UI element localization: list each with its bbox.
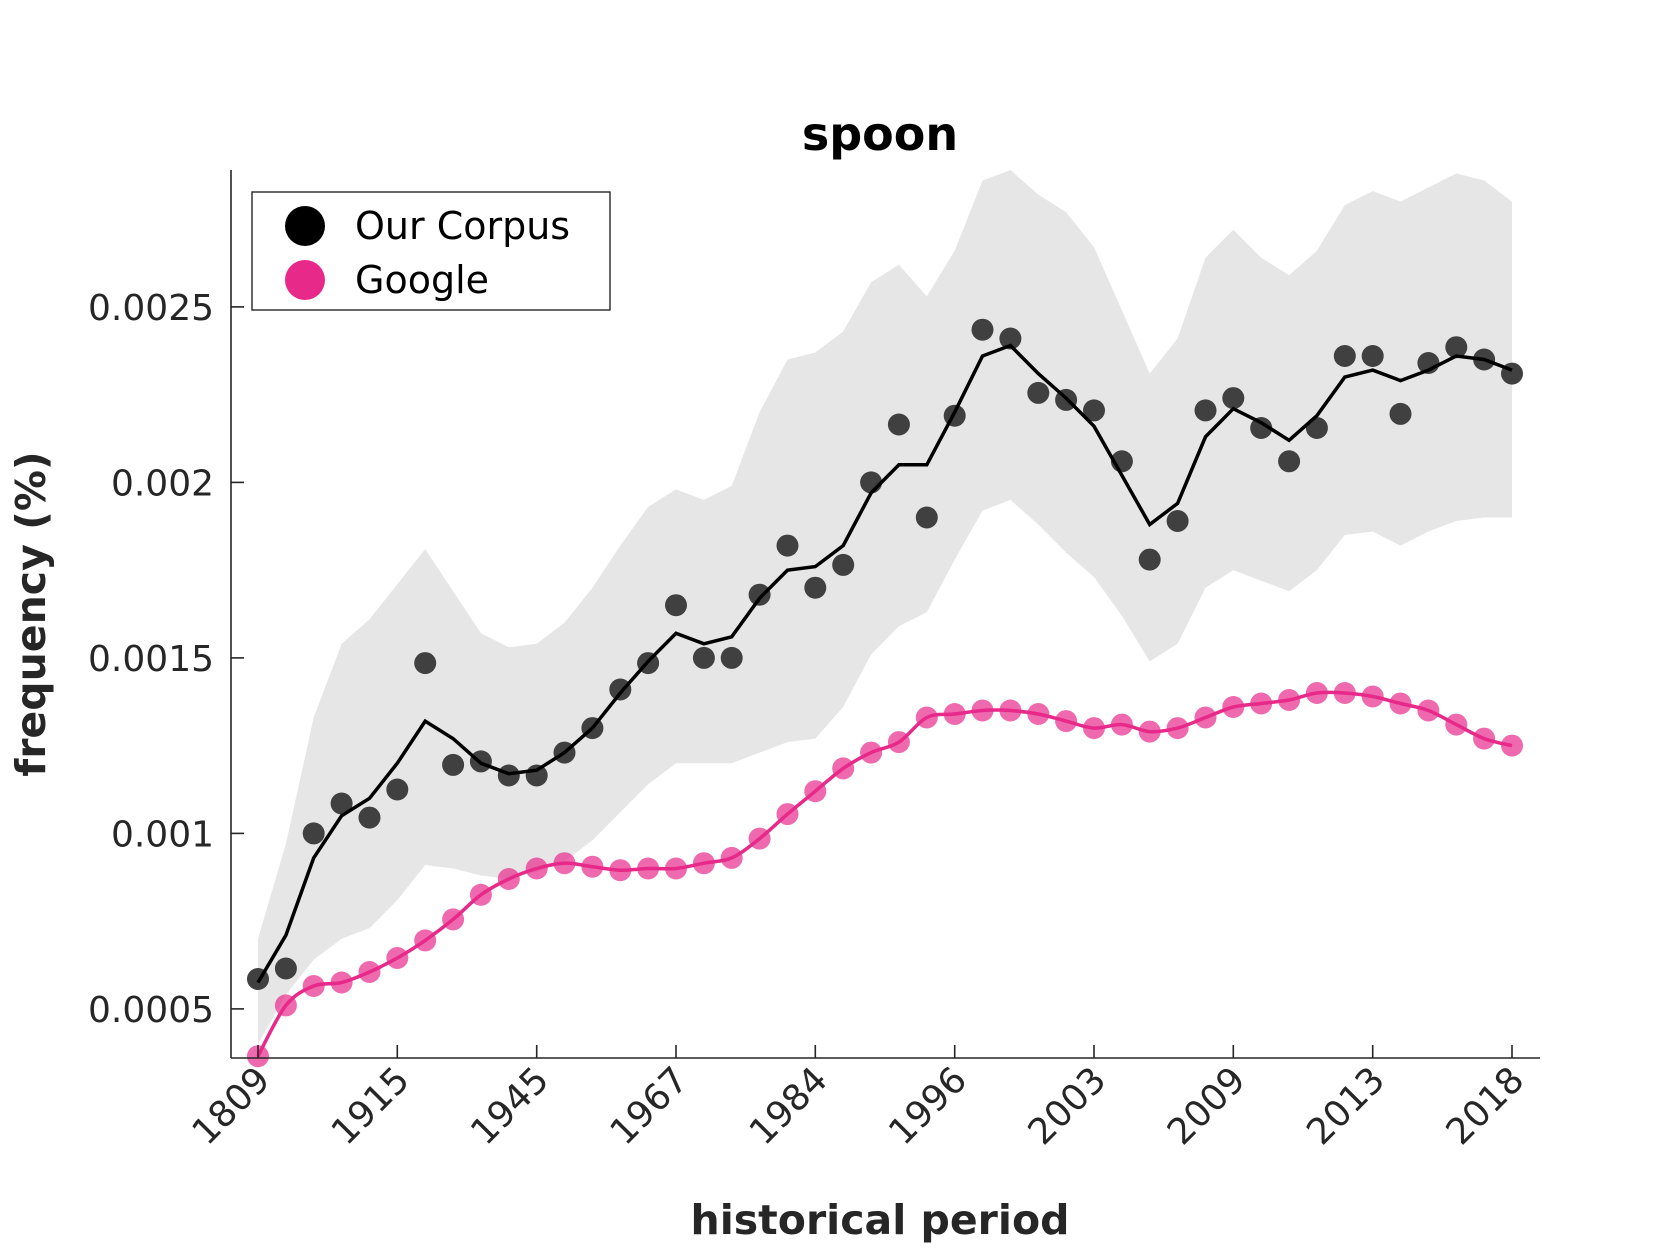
- our-corpus-point: [358, 806, 381, 829]
- y-tick-label: 0.0015: [88, 639, 214, 680]
- google-trend-line: [256, 690, 1513, 1058]
- y-tick-label: 0.0025: [88, 288, 214, 329]
- our-corpus-point: [1250, 417, 1273, 439]
- our-corpus-point: [999, 327, 1022, 350]
- our-corpus-confidence-band: [258, 170, 1512, 1044]
- our-corpus-point: [776, 534, 799, 557]
- our-corpus-point: [720, 646, 743, 669]
- our-corpus-point: [1027, 381, 1050, 404]
- our-corpus-point: [1278, 450, 1301, 473]
- our-corpus-point: [497, 764, 520, 787]
- our-corpus-point: [414, 652, 437, 675]
- our-corpus-point: [665, 594, 687, 617]
- legend-marker-our-corpus: [285, 206, 325, 246]
- our-corpus-point: [860, 471, 883, 494]
- y-ticks: 0.0005 0.001 0.0015 0.002 0.0025: [88, 288, 244, 1031]
- our-corpus-point: [525, 764, 548, 787]
- our-corpus-point: [748, 583, 771, 606]
- y-axis-label: frequency (%): [7, 451, 55, 776]
- our-corpus-markers: [247, 318, 1523, 990]
- x-axis-label: historical period: [691, 1196, 1070, 1244]
- chart-title: spoon: [802, 107, 958, 161]
- our-corpus-point: [832, 553, 855, 576]
- legend-marker-google: [285, 260, 325, 300]
- our-corpus-point: [1138, 548, 1161, 571]
- our-corpus-point: [1389, 402, 1412, 425]
- plot-area: [247, 170, 1523, 1068]
- legend: Our Corpus Google: [251, 191, 611, 311]
- our-corpus-trend-line: [256, 343, 1513, 984]
- our-corpus-point: [1445, 336, 1468, 359]
- our-corpus-point: [302, 822, 325, 845]
- our-corpus-point: [1333, 345, 1356, 367]
- our-corpus-point: [274, 957, 297, 980]
- our-corpus-point: [804, 576, 827, 599]
- our-corpus-point: [386, 778, 409, 801]
- our-corpus-point: [330, 792, 353, 815]
- legend-label-our-corpus: Our Corpus: [355, 204, 570, 248]
- our-corpus-point: [1166, 510, 1189, 532]
- y-tick-label: 0.002: [111, 463, 214, 504]
- y-tick-label: 0.001: [111, 814, 214, 855]
- our-corpus-point: [1194, 399, 1217, 422]
- our-corpus-point: [915, 506, 938, 529]
- our-corpus-point: [692, 646, 715, 669]
- our-corpus-point: [971, 318, 994, 341]
- our-corpus-point: [1361, 345, 1384, 367]
- our-corpus-point: [442, 753, 465, 776]
- our-corpus-point: [887, 413, 910, 436]
- our-corpus-point: [609, 678, 632, 701]
- our-corpus-point: [1222, 387, 1245, 410]
- our-corpus-point: [1083, 399, 1105, 422]
- y-tick-label: 0.0005: [88, 990, 214, 1031]
- legend-label-google: Google: [355, 258, 489, 302]
